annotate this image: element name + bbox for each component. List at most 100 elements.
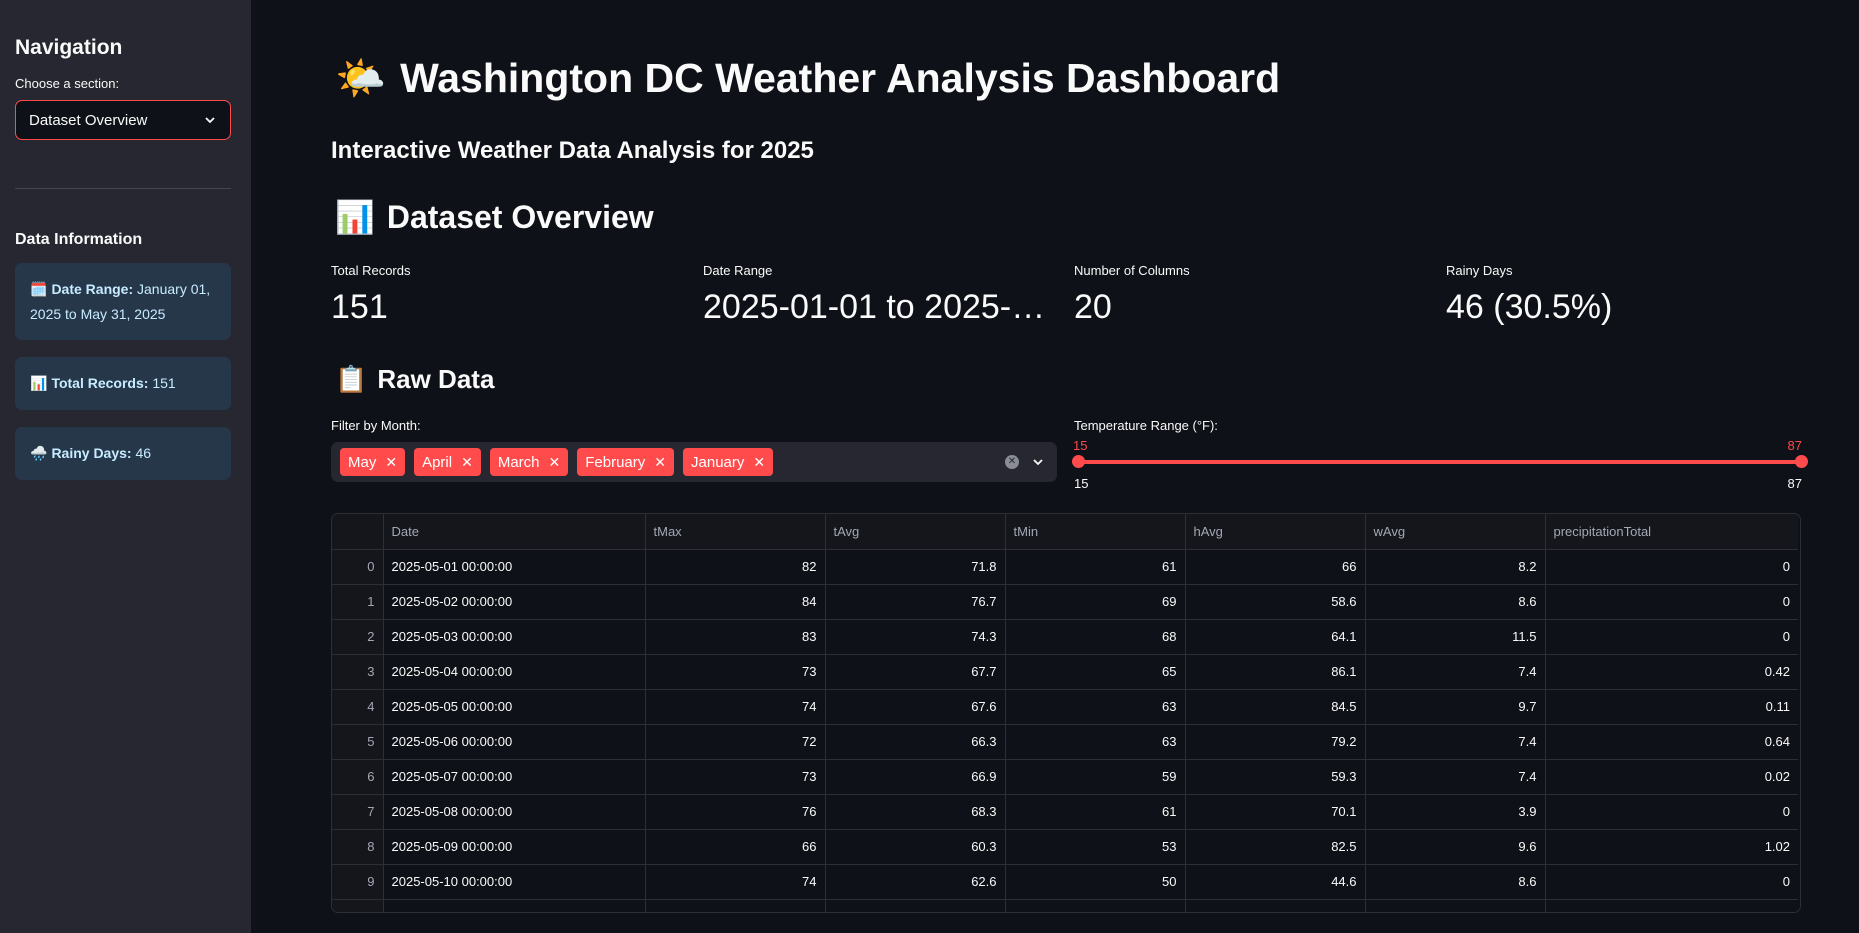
table-cell[interactable] — [1005, 899, 1186, 912]
table-cell[interactable]: 9.6 — [1365, 829, 1546, 865]
table-cell[interactable]: 8.2 — [1365, 549, 1546, 585]
table-cell[interactable]: 7.4 — [1365, 759, 1546, 795]
section-select[interactable]: Dataset Overview — [15, 100, 231, 140]
table-cell[interactable] — [825, 899, 1006, 912]
row-index[interactable]: 8 — [332, 829, 384, 865]
table-cell[interactable]: 0 — [1545, 794, 1798, 830]
slider-track[interactable] — [1073, 460, 1802, 464]
table-cell[interactable]: 83 — [645, 619, 826, 655]
table-cell[interactable]: 73 — [645, 654, 826, 690]
table-cell[interactable]: 76.7 — [825, 584, 1006, 620]
close-icon[interactable]: ✕ — [654, 453, 667, 470]
table-row[interactable]: 8 2025-05-09 00:00:00 66 60.3 53 82.5 9.6 1.02 — [332, 829, 1798, 865]
row-index[interactable]: 7 — [332, 794, 384, 830]
column-header[interactable]: tMin — [1005, 514, 1186, 550]
column-header[interactable]: tAvg — [825, 514, 1006, 550]
column-header[interactable]: tMax — [645, 514, 826, 550]
table-cell[interactable] — [1365, 899, 1546, 912]
table-cell[interactable] — [1545, 899, 1798, 912]
table-cell[interactable]: 64.1 — [1185, 619, 1366, 655]
row-index[interactable]: 9 — [332, 864, 384, 900]
table-cell[interactable]: 66.3 — [825, 724, 1006, 760]
table-cell[interactable]: 3.9 — [1365, 794, 1546, 830]
table-row[interactable]: 9 2025-05-10 00:00:00 74 62.6 50 44.6 8.6 0 — [332, 864, 1798, 900]
data-table[interactable]: Date tMax tAvg tMin hAvg wAvg precipitationTot… — [331, 513, 1801, 913]
table-cell[interactable]: 82.5 — [1185, 829, 1366, 865]
table-cell[interactable]: 79.2 — [1185, 724, 1366, 760]
month-tag-march[interactable]: March ✕ — [489, 448, 569, 476]
table-cell[interactable]: 2025-05-08 00:00:00 — [383, 794, 646, 830]
table-cell[interactable] — [645, 899, 826, 912]
table-cell[interactable]: 11.5 — [1365, 619, 1546, 655]
table-cell[interactable]: 8.6 — [1365, 584, 1546, 620]
row-index[interactable]: 2 — [332, 619, 384, 655]
table-cell[interactable]: 60.3 — [825, 829, 1006, 865]
table-cell[interactable]: 67.7 — [825, 654, 1006, 690]
table-cell[interactable]: 63 — [1005, 689, 1186, 725]
table-cell[interactable]: 65 — [1005, 654, 1186, 690]
table-cell[interactable]: 50 — [1005, 864, 1186, 900]
column-header[interactable]: Date — [383, 514, 646, 550]
table-cell[interactable]: 74 — [645, 864, 826, 900]
table-cell[interactable]: 63 — [1005, 724, 1186, 760]
row-index[interactable]: 6 — [332, 759, 384, 795]
row-index[interactable]: 4 — [332, 689, 384, 725]
table-cell[interactable]: 2025-05-10 00:00:00 — [383, 864, 646, 900]
table-cell[interactable]: 74.3 — [825, 619, 1006, 655]
table-cell[interactable]: 70.1 — [1185, 794, 1366, 830]
month-tag-january[interactable]: January ✕ — [683, 448, 774, 476]
table-cell[interactable]: 66 — [645, 829, 826, 865]
table-cell[interactable]: 2025-05-03 00:00:00 — [383, 619, 646, 655]
table-cell[interactable]: 2025-05-05 00:00:00 — [383, 689, 646, 725]
chevron-down-icon[interactable] — [1031, 455, 1045, 469]
table-cell[interactable]: 73 — [645, 759, 826, 795]
temperature-range-slider[interactable]: 15 87 15 87 — [1072, 438, 1808, 498]
table-row[interactable]: 0 2025-05-01 00:00:00 82 71.8 61 66 8.2 0 — [332, 549, 1798, 585]
table-row[interactable]: 7 2025-05-08 00:00:00 76 68.3 61 70.1 3.9 0 — [332, 794, 1798, 830]
table-cell[interactable]: 2025-05-07 00:00:00 — [383, 759, 646, 795]
table-cell[interactable]: 8.6 — [1365, 864, 1546, 900]
table-row[interactable]: 6 2025-05-07 00:00:00 73 66.9 59 59.3 7.4 0.02 — [332, 759, 1798, 795]
table-cell[interactable]: 2025-05-02 00:00:00 — [383, 584, 646, 620]
table-cell[interactable]: 0.64 — [1545, 724, 1798, 760]
table-row[interactable]: 4 2025-05-05 00:00:00 74 67.6 63 84.5 9.7 0.11 — [332, 689, 1798, 725]
table-cell[interactable]: 2025-05-04 00:00:00 — [383, 654, 646, 690]
table-cell[interactable]: 0.42 — [1545, 654, 1798, 690]
table-cell[interactable]: 61 — [1005, 794, 1186, 830]
table-cell[interactable]: 74 — [645, 689, 826, 725]
row-index[interactable] — [332, 899, 384, 912]
table-cell[interactable]: 61 — [1005, 549, 1186, 585]
table-cell[interactable]: 44.6 — [1185, 864, 1366, 900]
table-cell[interactable]: 71.8 — [825, 549, 1006, 585]
slider-min-handle[interactable] — [1072, 455, 1085, 468]
table-cell[interactable]: 0 — [1545, 549, 1798, 585]
table-cell[interactable]: 0.02 — [1545, 759, 1798, 795]
table-cell[interactable]: 1.02 — [1545, 829, 1798, 865]
table-cell[interactable]: 2025-05-09 00:00:00 — [383, 829, 646, 865]
month-tag-may[interactable]: May ✕ — [340, 448, 406, 476]
row-index[interactable]: 5 — [332, 724, 384, 760]
table-cell[interactable]: 9.7 — [1365, 689, 1546, 725]
close-icon[interactable]: ✕ — [461, 453, 473, 470]
table-cell[interactable]: 0 — [1545, 619, 1798, 655]
column-header[interactable] — [332, 514, 384, 550]
table-cell[interactable]: 0 — [1545, 864, 1798, 900]
slider-max-handle[interactable] — [1795, 455, 1808, 468]
table-cell[interactable]: 69 — [1005, 584, 1186, 620]
table-row[interactable]: 1 2025-05-02 00:00:00 84 76.7 69 58.6 8.6 0 — [332, 584, 1798, 620]
table-cell[interactable]: 76 — [645, 794, 826, 830]
row-index[interactable]: 1 — [332, 584, 384, 620]
month-tag-february[interactable]: February ✕ — [577, 448, 675, 476]
table-cell[interactable]: 2025-05-01 00:00:00 — [383, 549, 646, 585]
column-header[interactable]: hAvg — [1185, 514, 1366, 550]
table-cell[interactable]: 86.1 — [1185, 654, 1366, 690]
table-cell[interactable]: 0 — [1545, 584, 1798, 620]
row-index[interactable]: 0 — [332, 549, 384, 585]
month-tag-april[interactable]: April ✕ — [414, 448, 481, 476]
column-header[interactable]: precipitationTotal — [1545, 514, 1798, 550]
table-cell[interactable]: 84.5 — [1185, 689, 1366, 725]
table-cell[interactable]: 82 — [645, 549, 826, 585]
close-icon[interactable]: ✕ — [548, 453, 561, 470]
table-cell[interactable]: 58.6 — [1185, 584, 1366, 620]
table-cell[interactable]: 7.4 — [1365, 724, 1546, 760]
